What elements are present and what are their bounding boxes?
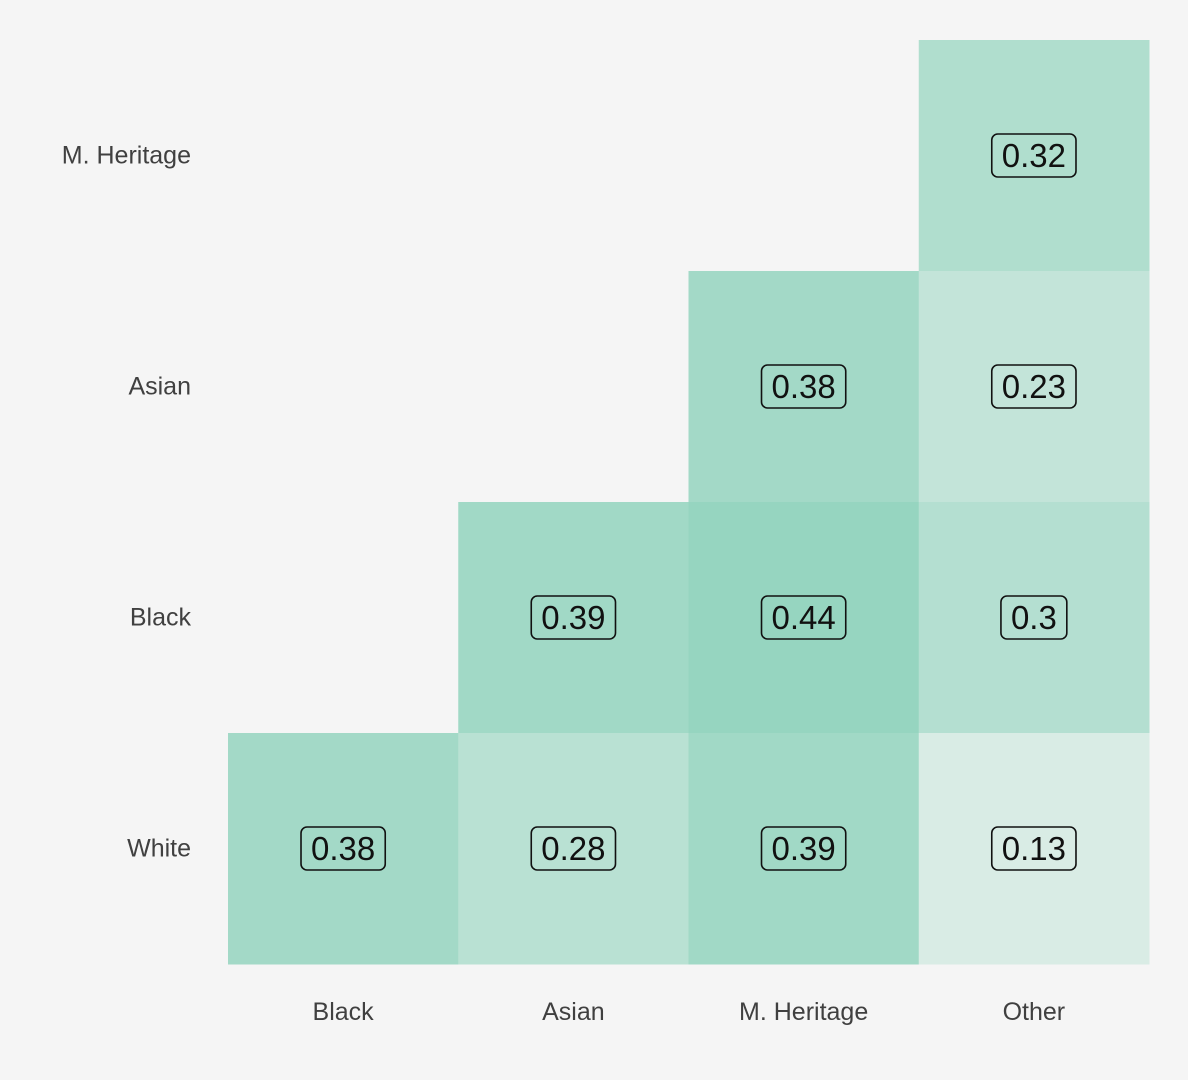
cell-value-box [990,826,1077,871]
y-tick-label-white: White [127,835,191,863]
cell-value-text: 0.39 [772,830,836,867]
cell-value-text: 0.38 [311,830,375,867]
cell-value-box [760,826,847,871]
cell-value-text: 0.44 [772,599,836,636]
cell-value-box [760,364,847,409]
heatmap-cell-black-m-heritage [688,502,920,734]
heatmap-cell-white-black [228,733,459,965]
y-axis-tick-labels: M. Heritage Asian Black White [62,142,192,863]
cell-value-box [990,364,1077,409]
heatmap-cell-white-asian [458,733,689,965]
cell-value-text: 0.23 [1002,368,1066,405]
heatmap-cell-asian-m-heritage [688,271,920,503]
x-tick-label-other: Other [1003,998,1066,1026]
heatmap-cell-white-other [918,733,1150,965]
heatmap-cells [228,40,1150,965]
heatmap-cell-black-other [918,502,1150,734]
cell-value-text: 0.3 [1011,599,1057,636]
cell-value-text: 0.38 [772,368,836,405]
x-tick-label-black: Black [313,998,375,1026]
cell-value-label-white-other: 0.13 [990,826,1077,871]
x-axis-tick-labels: Black Asian M. Heritage Other [313,998,1066,1026]
y-tick-label-m-heritage: M. Heritage [62,142,191,170]
cell-value-label-m-heritage-other: 0.32 [990,133,1077,178]
cell-value-box [1000,595,1068,640]
cell-value-label-black-asian: 0.39 [530,595,617,640]
cell-value-box [530,595,617,640]
x-tick-label-asian: Asian [542,998,605,1026]
cell-value-label-black-m-heritage: 0.44 [760,595,847,640]
heatmap-cell-m-heritage-other [918,40,1150,272]
y-tick-label-black: Black [130,604,192,632]
cell-value-label-asian-other: 0.23 [990,364,1077,409]
y-tick-label-asian: Asian [128,373,191,401]
heatmap-cell-black-asian [458,502,689,734]
cell-value-label-asian-m-heritage: 0.38 [760,364,847,409]
heatmap-cell-white-m-heritage [688,733,920,965]
cell-value-box [530,826,617,871]
heatmap-value-labels: 0.32 0.38 0.23 0.39 0.44 0.3 0.38 0.28 0.39 0.13 [300,133,1077,871]
cell-value-label-white-asian: 0.28 [530,826,617,871]
cell-value-label-black-other: 0.3 [1000,595,1068,640]
heatmap-cell-asian-other [918,271,1150,503]
cell-value-box [760,595,847,640]
cell-value-box [300,826,387,871]
cell-value-label-white-black: 0.38 [300,826,387,871]
cell-value-text: 0.32 [1002,137,1066,174]
cell-value-box [990,133,1077,178]
cell-value-text: 0.39 [541,599,605,636]
cell-value-text: 0.13 [1002,830,1066,867]
cell-value-text: 0.28 [541,830,605,867]
cell-value-label-white-m-heritage: 0.39 [760,826,847,871]
x-tick-label-m-heritage: M. Heritage [739,998,868,1026]
